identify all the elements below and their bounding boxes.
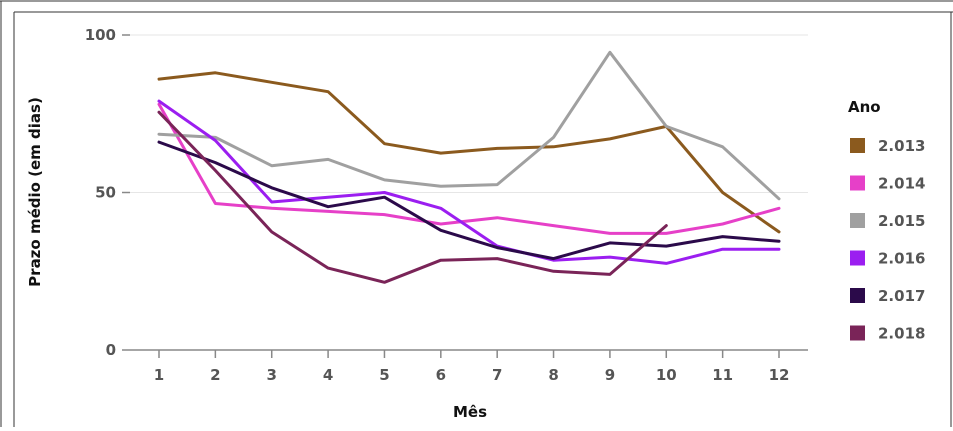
legend-label-2015: 2.015 bbox=[878, 212, 925, 230]
legend-swatch-2017 bbox=[850, 288, 865, 303]
series-line-2015 bbox=[157, 50, 781, 201]
x-tick-label: 12 bbox=[769, 366, 790, 384]
axes bbox=[122, 34, 808, 358]
y-tick-label: 100 bbox=[85, 26, 116, 44]
x-tick-label: 11 bbox=[712, 366, 733, 384]
x-tick-label: 6 bbox=[436, 366, 446, 384]
legend-label-2013: 2.013 bbox=[878, 137, 925, 155]
legend-swatch-2013 bbox=[850, 138, 865, 153]
x-tick-label: 7 bbox=[492, 366, 502, 384]
x-axis-title: Mês bbox=[453, 403, 487, 421]
x-tick-label: 9 bbox=[605, 366, 615, 384]
y-tick-labels: 0 50 100 bbox=[85, 26, 116, 359]
y-tick-label: 50 bbox=[95, 184, 116, 202]
legend-title: Ano bbox=[848, 98, 881, 116]
x-tick-label: 1 bbox=[154, 366, 164, 384]
legend-swatch-2016 bbox=[850, 250, 865, 266]
series-lines bbox=[157, 50, 781, 284]
y-tick-label: 0 bbox=[106, 341, 116, 359]
series-line-2017 bbox=[157, 140, 781, 261]
series-line-2014 bbox=[157, 102, 781, 235]
x-tick-labels: 1 2 3 4 5 6 7 8 9 10 11 12 bbox=[154, 366, 790, 384]
series-line-2013 bbox=[157, 71, 781, 234]
legend-label-2018: 2.018 bbox=[878, 325, 925, 343]
x-tick-label: 10 bbox=[656, 366, 677, 384]
series-line-2016 bbox=[157, 99, 781, 265]
legend-swatch-2014 bbox=[850, 175, 865, 191]
legend-label-2016: 2.016 bbox=[878, 250, 925, 268]
x-tick-label: 3 bbox=[267, 366, 277, 384]
series-line-2018 bbox=[157, 110, 668, 284]
gridlines bbox=[130, 34, 808, 193]
x-tick-label: 2 bbox=[210, 366, 220, 384]
x-tick-label: 8 bbox=[548, 366, 558, 384]
y-axis-title: Prazo médio (em dias) bbox=[26, 97, 44, 287]
legend-label-2017: 2.017 bbox=[878, 287, 925, 305]
legend-label-2014: 2.014 bbox=[878, 175, 925, 193]
legend-swatch-2018 bbox=[850, 325, 865, 341]
x-tick-label: 5 bbox=[379, 366, 389, 384]
legend: Ano 2.013 2.014 2.015 2.016 2.017 2.018 bbox=[848, 98, 925, 343]
x-tick-label: 4 bbox=[323, 366, 333, 384]
legend-swatch-2015 bbox=[850, 213, 865, 228]
